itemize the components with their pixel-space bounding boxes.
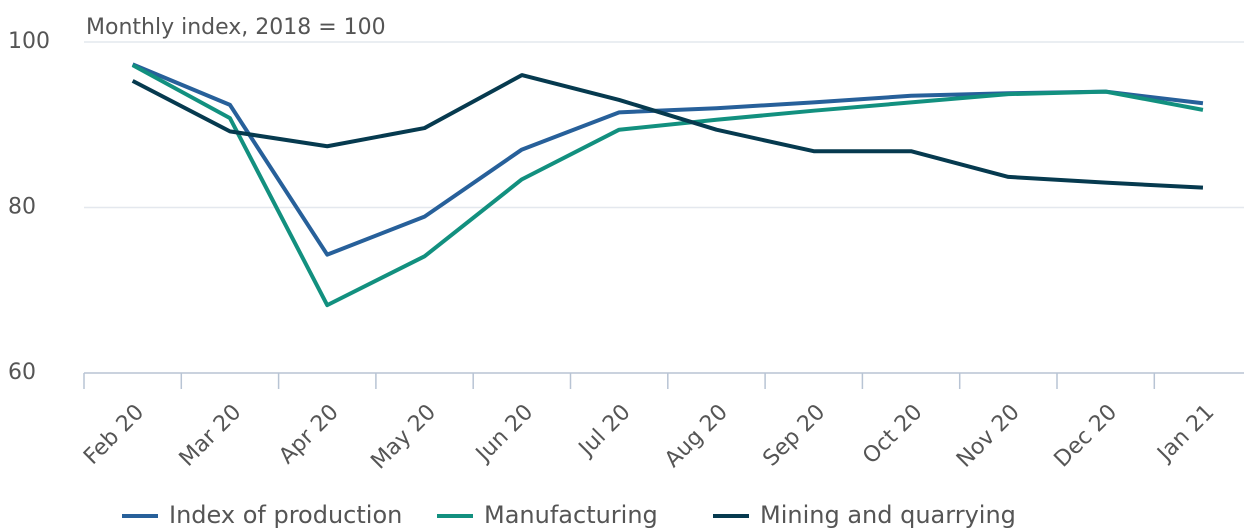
- x-tick-label: Feb 20: [79, 400, 149, 470]
- chart-title: Monthly index, 2018 = 100: [86, 15, 386, 40]
- x-tick-label: Jul 20: [573, 400, 636, 463]
- y-tick-label: 60: [8, 360, 36, 385]
- x-tick-label: May 20: [366, 400, 441, 475]
- x-tick-label: Apr 20: [274, 400, 343, 469]
- x-tick-label: Sep 20: [758, 400, 830, 472]
- legend-label: Manufacturing: [484, 501, 658, 529]
- legend-label: Mining and quarrying: [760, 501, 1016, 529]
- x-tick-label: Oct 20: [858, 400, 927, 469]
- x-tick-label: Mar 20: [175, 400, 247, 472]
- series-line: [131, 63, 1204, 308]
- y-tick-label: 100: [8, 29, 50, 54]
- x-tick-label: Jan 21: [1152, 400, 1220, 468]
- x-tick-label: Nov 20: [952, 400, 1025, 473]
- series-line: [131, 73, 1204, 190]
- y-tick-label: 80: [8, 195, 36, 220]
- x-tick-label: Dec 20: [1050, 400, 1123, 473]
- legend-label: Index of production: [169, 501, 402, 529]
- x-tick-label: Jun 20: [470, 400, 538, 468]
- x-tick-label: Aug 20: [660, 400, 733, 473]
